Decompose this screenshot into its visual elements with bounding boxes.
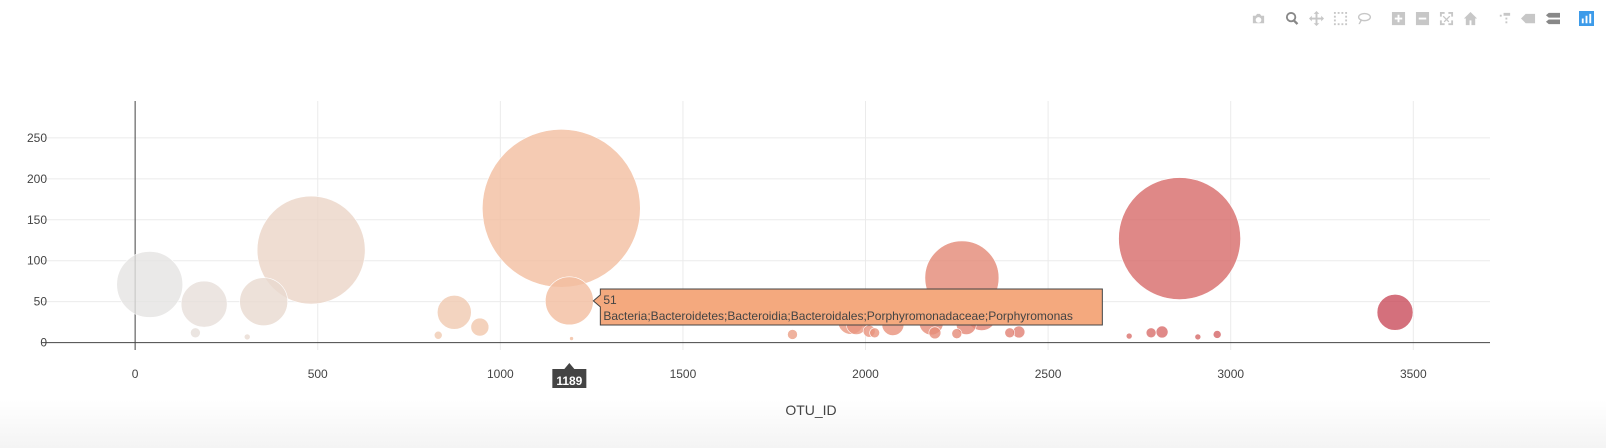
y-tick-label: 0 [40,336,47,350]
modebar [1236,8,1598,28]
x-hover-label-text: 1189 [556,374,582,388]
autoscale-icon[interactable] [1434,8,1458,28]
bubble-point[interactable] [437,295,472,330]
x-tick-label: 3500 [1400,367,1427,381]
bubble-point[interactable] [1155,325,1169,339]
bubble-point[interactable] [243,333,251,341]
bubble-point[interactable] [1004,327,1016,339]
box-select-icon[interactable] [1328,8,1352,28]
bubble-point[interactable] [545,276,594,326]
y-tick-label: 100 [27,254,47,268]
x-hover-label-box [552,363,587,388]
bubble-point[interactable] [869,327,880,339]
bubble-point[interactable] [569,336,574,341]
bubble-point[interactable] [1376,294,1414,331]
hover-closest-icon[interactable] [1516,8,1540,28]
y-tick-label: 200 [27,172,47,186]
bubble-point[interactable] [433,330,443,340]
hover-tooltip: 51 Bacteria;Bacteroidetes;Bacteroidia;Bac… [592,288,1103,326]
bubble-point[interactable] [116,251,184,318]
footer-background [0,400,1606,448]
x-axis-title: OTU_ID [785,402,836,418]
zoom-icon[interactable] [1280,8,1304,28]
hover-value: 51 [603,293,617,307]
y-tick-label: 150 [27,213,47,227]
zoom-in-icon[interactable] [1386,8,1410,28]
plotly-logo-icon[interactable] [1574,8,1598,28]
y-tick-label: 50 [34,295,48,309]
y-tick-label: 250 [27,131,47,145]
x-tick-label: 3000 [1217,367,1244,381]
lasso-icon[interactable] [1352,8,1376,28]
hover-tooltip-box [592,288,1103,326]
x-tick-label: 1000 [487,367,514,381]
bubble-point[interactable] [1212,330,1222,339]
x-hover-label: 1189 [552,363,587,388]
bubble-point[interactable] [482,128,641,288]
bubble-point[interactable] [470,317,490,337]
zoom-out-icon[interactable] [1410,8,1434,28]
bubbles [116,128,1414,341]
x-tick-label: 500 [308,367,328,381]
spike-lines-icon[interactable] [1492,8,1516,28]
bubble-point[interactable] [951,328,963,339]
bubble-point[interactable] [239,277,288,326]
bubble-point[interactable] [928,326,942,340]
home-icon[interactable] [1458,8,1482,28]
x-tick-label: 0 [132,367,139,381]
bubble-point[interactable] [190,327,201,339]
hover-compare-icon[interactable] [1540,8,1564,28]
bubble-point[interactable] [1125,332,1133,340]
x-tick-label: 2000 [852,367,879,381]
camera-icon[interactable] [1246,8,1270,28]
bubble-point[interactable] [1118,177,1241,300]
bubble-point[interactable] [1145,327,1157,339]
bubble-point[interactable] [787,329,798,340]
x-tick-label: 1500 [670,367,697,381]
hover-taxonomy: Bacteria;Bacteroidetes;Bacteroidia;Bacte… [603,309,1073,323]
x-tick-label: 2500 [1035,367,1062,381]
pan-icon[interactable] [1304,8,1328,28]
bubble-point[interactable] [256,195,366,305]
bubble-point[interactable] [1194,333,1202,341]
bubble-point[interactable] [180,280,228,328]
